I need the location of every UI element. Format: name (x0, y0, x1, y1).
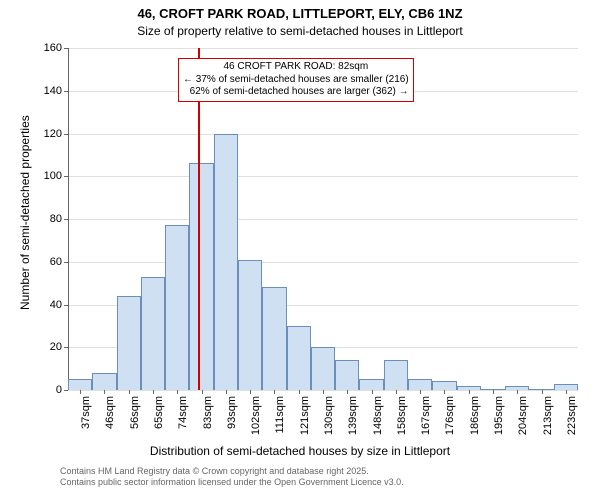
y-axis-label: Number of semi-detached properties (18, 115, 32, 310)
gridline (68, 48, 578, 49)
histogram-bar (68, 379, 92, 390)
x-tick-mark (542, 390, 543, 394)
x-tick-mark (396, 390, 397, 394)
annotation-line-3: 62% of semi-detached houses are larger (… (183, 86, 409, 99)
histogram-bar (408, 379, 432, 390)
x-tick-label: 223sqm (566, 396, 578, 435)
x-tick-mark (153, 390, 154, 394)
histogram-bar (311, 347, 335, 390)
x-tick-label: 56sqm (129, 396, 141, 429)
x-tick-mark (129, 390, 130, 394)
gridline (68, 219, 578, 220)
x-tick-mark (177, 390, 178, 394)
x-tick-mark (250, 390, 251, 394)
x-tick-label: 65sqm (153, 396, 165, 429)
x-tick-mark (566, 390, 567, 394)
annotation-box: 46 CROFT PARK ROAD: 82sqm← 37% of semi-d… (178, 58, 414, 102)
annotation-line-2: ← 37% of semi-detached houses are smalle… (183, 74, 409, 87)
license-line-2: Contains public sector information licen… (60, 477, 600, 488)
x-tick-mark (323, 390, 324, 394)
x-axis-label: Distribution of semi-detached houses by … (0, 444, 600, 458)
x-tick-label: 186sqm (469, 396, 481, 435)
histogram-bar (214, 134, 238, 391)
x-tick-label: 213sqm (542, 396, 554, 435)
x-tick-mark (493, 390, 494, 394)
x-tick-label: 83sqm (202, 396, 214, 429)
x-tick-mark (299, 390, 300, 394)
x-tick-label: 130sqm (323, 396, 335, 435)
x-tick-mark (517, 390, 518, 394)
license-footer: Contains HM Land Registry data © Crown c… (60, 466, 600, 489)
x-tick-mark (469, 390, 470, 394)
x-tick-label: 195sqm (493, 396, 505, 435)
annotation-line-1: 46 CROFT PARK ROAD: 82sqm (183, 61, 409, 74)
histogram-bar (335, 360, 359, 390)
x-tick-label: 111sqm (274, 396, 286, 434)
histogram-bar (359, 379, 383, 390)
gridline (68, 176, 578, 177)
histogram-bar (117, 296, 141, 390)
chart-container: { "title": { "line1": "46, CROFT PARK RO… (0, 0, 600, 500)
license-line-1: Contains HM Land Registry data © Crown c… (60, 466, 600, 477)
x-tick-mark (372, 390, 373, 394)
x-tick-label: 46sqm (104, 396, 116, 429)
y-tick-label: 80 (50, 213, 68, 225)
chart-subtitle: Size of property relative to semi-detach… (0, 24, 600, 38)
gridline (68, 262, 578, 263)
y-tick-label: 120 (44, 128, 68, 140)
histogram-bar (189, 163, 213, 390)
histogram-bar (141, 277, 165, 390)
histogram-bar (384, 360, 408, 390)
y-tick-label: 20 (50, 341, 68, 353)
x-tick-label: 139sqm (347, 396, 359, 435)
x-tick-label: 102sqm (250, 396, 262, 435)
x-tick-label: 121sqm (299, 396, 311, 435)
x-tick-mark (444, 390, 445, 394)
x-tick-mark (274, 390, 275, 394)
histogram-bar (165, 225, 189, 390)
x-tick-label: 37sqm (80, 396, 92, 429)
x-tick-mark (420, 390, 421, 394)
plot-area: 02040608010012014016037sqm46sqm56sqm65sq… (68, 48, 578, 390)
x-tick-mark (104, 390, 105, 394)
x-tick-label: 167sqm (420, 396, 432, 435)
x-tick-mark (202, 390, 203, 394)
x-tick-label: 204sqm (517, 396, 529, 435)
histogram-bar (287, 326, 311, 390)
histogram-bar (92, 373, 116, 390)
histogram-bar (238, 260, 262, 390)
y-tick-label: 160 (44, 42, 68, 54)
x-tick-label: 176sqm (444, 396, 456, 435)
y-tick-label: 0 (56, 384, 68, 396)
y-tick-label: 40 (50, 299, 68, 311)
y-tick-label: 140 (44, 85, 68, 97)
x-tick-mark (226, 390, 227, 394)
x-tick-label: 158sqm (396, 396, 408, 435)
x-tick-label: 93sqm (226, 396, 238, 429)
y-tick-label: 60 (50, 256, 68, 268)
x-tick-label: 148sqm (372, 396, 384, 435)
histogram-bar (262, 287, 286, 390)
histogram-bar (432, 381, 456, 390)
x-tick-label: 74sqm (177, 396, 189, 429)
chart-title: 46, CROFT PARK ROAD, LITTLEPORT, ELY, CB… (0, 6, 600, 21)
y-axis-line (68, 48, 69, 390)
x-tick-mark (347, 390, 348, 394)
gridline (68, 134, 578, 135)
y-tick-label: 100 (44, 170, 68, 182)
x-tick-mark (80, 390, 81, 394)
